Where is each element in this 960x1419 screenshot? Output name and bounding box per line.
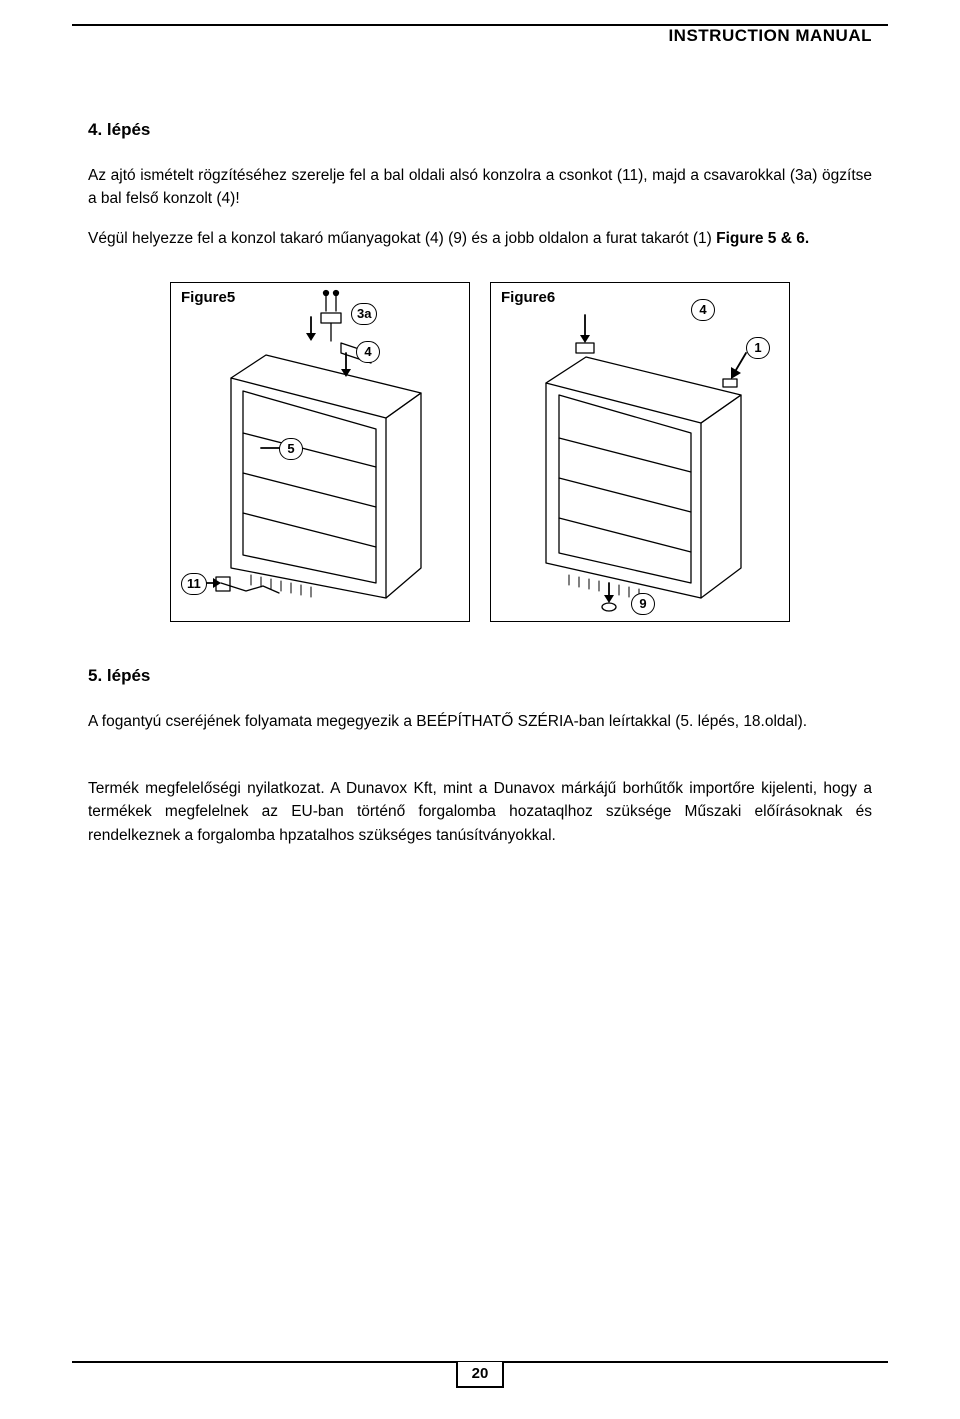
figure5-drawing [171, 283, 471, 623]
figure5-callout-3a: 3a [351, 303, 377, 325]
footer: 20 [0, 1361, 960, 1389]
figure5-box: Figure5 [170, 282, 470, 622]
declaration-para: Termék megfelelőségi nyilatkozat. A Duna… [88, 777, 872, 847]
page-number: 20 [456, 1362, 505, 1388]
step5-para: A fogantyú cseréjének folyamata megegyez… [88, 710, 872, 733]
figure5-callout-5: 5 [279, 438, 303, 460]
step4-para2-text: Végül helyezze fel a konzol takaró műany… [88, 230, 716, 247]
step5-heading: 5. lépés [88, 666, 872, 686]
page: INSTRUCTION MANUAL 4. lépés Az ajtó ismé… [0, 0, 960, 1419]
step4-para2-bold: Figure 5 & 6. [716, 230, 809, 247]
figure5-callout-11: 11 [181, 573, 207, 595]
figure6-callout-4: 4 [691, 299, 715, 321]
figure6-callout-9: 9 [631, 593, 655, 615]
figure6-box: Figure6 [490, 282, 790, 622]
header-title: INSTRUCTION MANUAL [668, 26, 872, 46]
step4-para2: Végül helyezze fel a konzol takaró műany… [88, 227, 872, 250]
step4-para1: Az ajtó ismételt rögzítéséhez szerelje f… [88, 164, 872, 211]
figure6-callout-1: 1 [746, 337, 770, 359]
figure6-drawing [491, 283, 791, 623]
content-area: 4. lépés Az ajtó ismételt rögzítéséhez s… [88, 120, 872, 863]
step4-heading: 4. lépés [88, 120, 872, 140]
figures-row: Figure5 [88, 282, 872, 622]
figure5-callout-4: 4 [356, 341, 380, 363]
declaration-lead: Termék megfelelőségi nyilatkozat. [88, 780, 330, 797]
